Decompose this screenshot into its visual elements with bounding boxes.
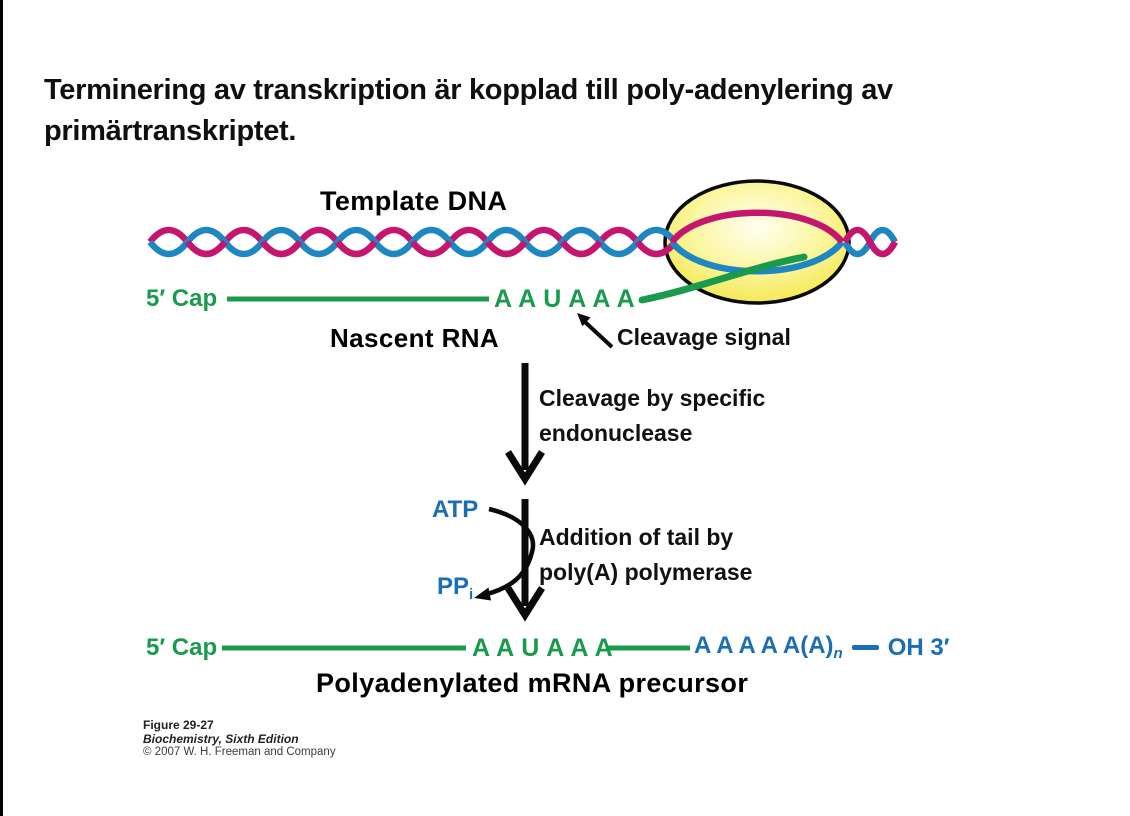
polyadenylation-step-caption-line1: Addition of tail by	[539, 524, 734, 550]
atp-label: ATP	[432, 496, 479, 523]
slide-title: Terminering av transkription är kopplad …	[44, 70, 893, 152]
rna-polymerase-blob	[663, 179, 851, 305]
polya-tail-sequence: A A A A A(A)n	[694, 632, 843, 662]
template-dna-label: Template DNA	[320, 186, 508, 216]
dna-helix	[147, 209, 898, 275]
figure-number: Figure 29-27	[143, 718, 214, 732]
five-cap-label-bottom: 5′ Cap	[146, 634, 218, 661]
ppi-label: PPi	[437, 573, 474, 603]
slide-left-border	[0, 0, 3, 816]
ppi-subscript: i	[469, 586, 474, 603]
polyadenylation-step-caption: Addition of tail by poly(A) polymerase	[539, 520, 752, 590]
figure-book-title: Biochemistry, Sixth Edition	[143, 731, 299, 746]
cleavage-step-caption: Cleavage by specific endonuclease	[539, 381, 765, 451]
figure-caption: Figure 29-27 Biochemistry, Sixth Edition…	[143, 718, 336, 760]
polya-tail-text: A A A A A(A)	[694, 632, 834, 659]
five-cap-label-top: 5′ Cap	[146, 285, 218, 312]
atp-ppi-curve-arrow	[474, 506, 536, 601]
figure-copyright: © 2007 W. H. Freeman and Company	[143, 746, 336, 758]
product-label: Polyadenylated mRNA precursor	[316, 668, 749, 698]
polya-tail-group: A A A A A(A)n OH 3′	[694, 632, 950, 662]
polya-tail-subscript: n	[833, 645, 843, 662]
ppi-label-text: PP	[437, 573, 470, 600]
cleavage-signal-label: Cleavage signal	[617, 324, 791, 350]
cleavage-sequence-bottom: A A U A A A	[472, 634, 614, 662]
nascent-rna-strand	[227, 253, 808, 304]
three-prime-end-label: OH 3′	[887, 633, 950, 661]
cleavage-step-arrow	[505, 363, 545, 486]
nascent-rna-label: Nascent RNA	[330, 323, 500, 353]
cleavage-sequence-top: A A U A A A	[494, 285, 636, 313]
cleavage-step-caption-line1: Cleavage by specific	[539, 385, 766, 411]
slide-title-line1: Terminering av transkription är kopplad …	[44, 74, 893, 106]
polyadenylation-step-caption-line2: poly(A) polymerase	[539, 559, 753, 585]
cleavage-signal-arrow	[577, 313, 614, 349]
slide-title-line2: primärtranskriptet.	[44, 115, 297, 147]
cleavage-step-caption-line2: endonuclease	[539, 420, 693, 446]
polyadenylation-step-arrow	[505, 499, 545, 622]
polya-tail-dash	[851, 645, 879, 650]
